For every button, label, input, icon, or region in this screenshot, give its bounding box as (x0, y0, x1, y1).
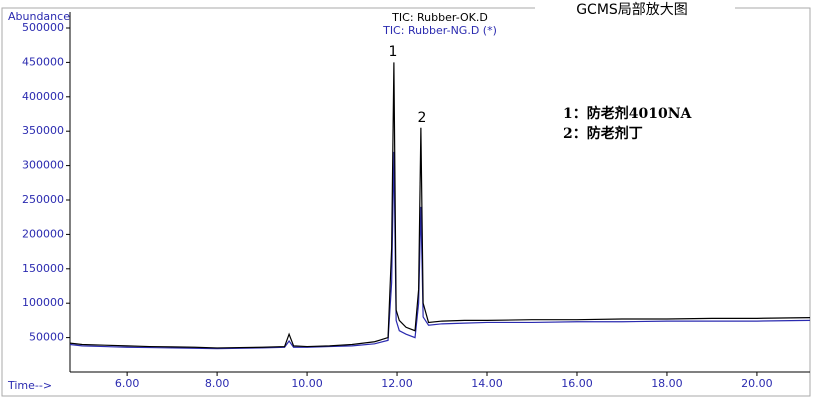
y-axis-label: Abundance (8, 10, 70, 23)
x-tick-label: 20.00 (741, 377, 773, 390)
series-line (69, 62, 811, 349)
chart-title: GCMS局部放大图 (576, 2, 688, 18)
y-tick-label: 350000 (22, 124, 64, 137)
x-tick-label: 14.00 (471, 377, 503, 390)
peak-label: 1 (389, 44, 398, 60)
y-tick-label: 450000 (22, 55, 64, 68)
title-bg (535, 0, 735, 18)
peak-label: 2 (418, 110, 427, 126)
y-tick-label: 500000 (22, 21, 64, 34)
legend-entry: TIC: Rubber-OK.D (391, 11, 488, 24)
legend-entry: TIC: Rubber-NG.D (*) (382, 24, 497, 37)
annotation: 1：防老剂4010NA (563, 105, 693, 122)
x-tick-label: 18.00 (651, 377, 683, 390)
x-tick-label: 6.00 (115, 377, 140, 390)
x-axis-label: Time--> (7, 379, 52, 392)
x-tick-label: 16.00 (561, 377, 593, 390)
annotation: 2：防老剂丁 (563, 125, 643, 142)
frame (1, 7, 811, 397)
y-tick-label: 200000 (22, 227, 64, 240)
y-tick-label: 400000 (22, 90, 64, 103)
y-tick-label: 250000 (22, 193, 64, 206)
y-tick-label: 100000 (22, 296, 64, 309)
y-tick-label: 150000 (22, 262, 64, 275)
x-tick-label: 12.00 (381, 377, 413, 390)
x-tick-label: 8.00 (205, 377, 230, 390)
y-tick-label: 50000 (29, 331, 64, 344)
y-tick-label: 300000 (22, 159, 64, 172)
series-line (69, 151, 811, 350)
x-tick-label: 10.00 (291, 377, 323, 390)
